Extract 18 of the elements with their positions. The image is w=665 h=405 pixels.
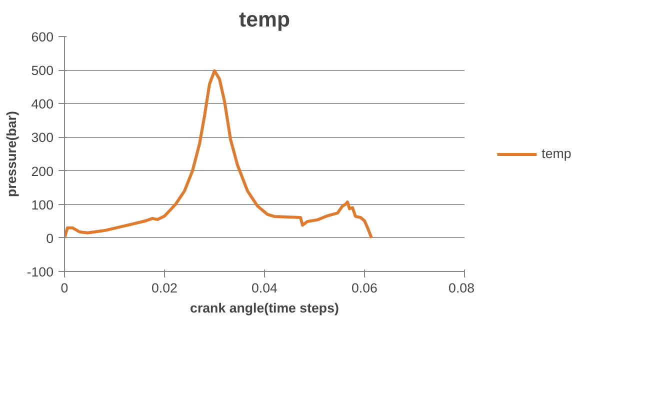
y-tick-label: 600 bbox=[31, 30, 54, 44]
y-tick-label: 100 bbox=[31, 197, 54, 212]
y-tick-label: -100 bbox=[26, 264, 54, 280]
legend-label: temp bbox=[542, 146, 572, 161]
x-tick-label: 0 bbox=[60, 280, 68, 296]
chart-title: temp bbox=[239, 8, 290, 32]
y-tick-label: 400 bbox=[31, 96, 54, 112]
x-tick-label: 0.04 bbox=[252, 280, 278, 296]
x-tick-label: 0.08 bbox=[448, 280, 475, 296]
x-tick-label: 0.06 bbox=[352, 280, 378, 296]
x-axis-title: crank angle(time steps) bbox=[190, 300, 339, 316]
x-tick-label: 0.02 bbox=[152, 280, 178, 296]
line-series bbox=[64, 69, 373, 240]
y-axis-title: pressure(bar) bbox=[4, 111, 19, 197]
y-tick-label: 300 bbox=[31, 130, 54, 146]
y-tick-label: 500 bbox=[31, 63, 54, 78]
y-tick-label: 0 bbox=[46, 230, 54, 246]
y-tick-label: 200 bbox=[31, 164, 54, 179]
